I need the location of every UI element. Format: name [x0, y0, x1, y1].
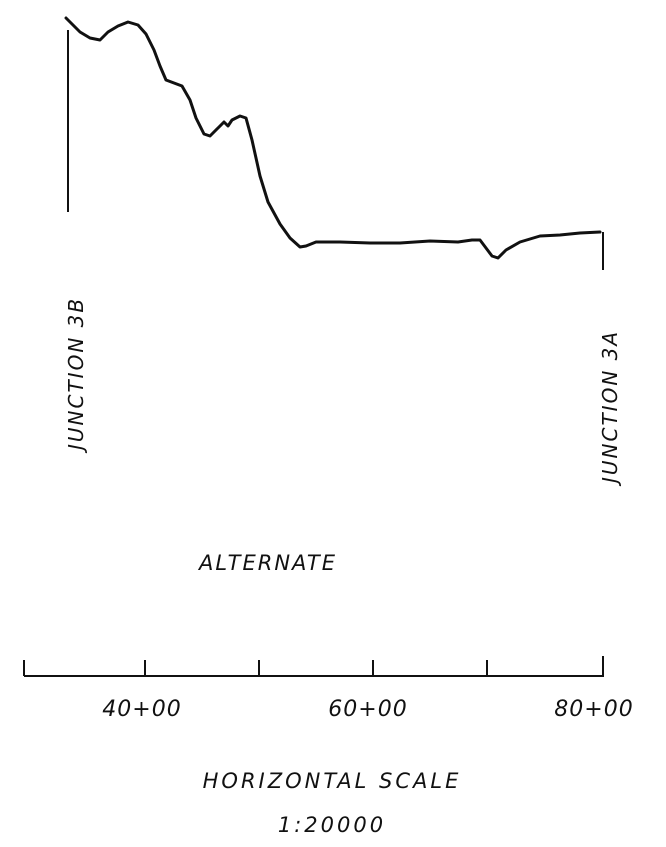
junction-3b-label: JUNCTION 3B [64, 297, 88, 454]
junction-3a-label: JUNCTION 3A [598, 330, 622, 487]
profile-title: ALTERNATE [197, 551, 337, 575]
tick-label-80: 80+00 [554, 697, 633, 722]
ground-profile-line [64, 16, 602, 260]
tick-label-40: 40+00 [102, 697, 181, 722]
tick-label-60: 60+00 [328, 697, 407, 722]
scale-ratio: 1:20000 [278, 813, 386, 837]
scale-title: HORIZONTAL SCALE [203, 769, 462, 793]
horizontal-scale-bar [23, 656, 604, 677]
